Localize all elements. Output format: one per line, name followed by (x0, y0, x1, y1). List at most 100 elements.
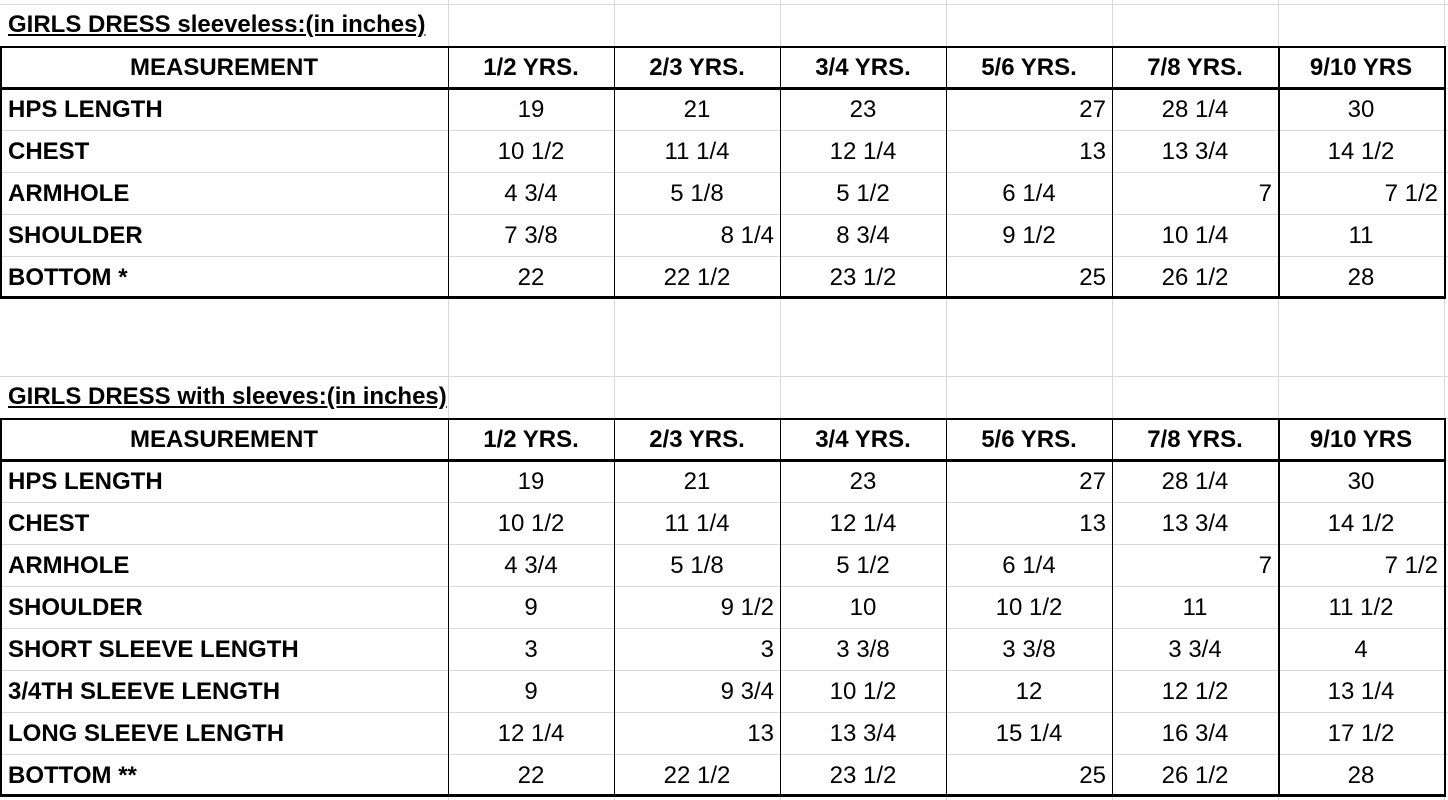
row-label: SHORT SLEEVE LENGTH (8, 636, 299, 663)
value-cell: 4 3/4 (504, 552, 558, 579)
value-cell: 7 (1258, 180, 1272, 207)
value-cell: 23 (849, 468, 877, 495)
gridline (1278, 0, 1279, 800)
value-cell: 16 3/4 (1161, 720, 1229, 747)
value-cell: 23 1/2 (829, 264, 897, 291)
table-border (0, 794, 1446, 797)
gridline (0, 754, 1448, 755)
table-title: GIRLS DRESS sleeveless:(in inches) (8, 11, 426, 38)
table-border (0, 418, 1446, 420)
value-cell: 7 1/2 (1384, 552, 1438, 579)
row-label: BOTTOM * (8, 264, 128, 291)
gridline (0, 670, 1448, 671)
row-label: 3/4TH SLEEVE LENGTH (8, 678, 281, 705)
value-cell: 13 (1079, 138, 1106, 165)
header-cell: 5/6 YRS. (981, 426, 1077, 453)
value-cell: 21 (683, 96, 711, 123)
gridline (0, 628, 1448, 629)
row-label: ARMHOLE (8, 552, 130, 579)
value-cell: 6 1/4 (1002, 180, 1056, 207)
value-cell: 26 1/2 (1161, 762, 1229, 789)
value-cell: 27 (1079, 96, 1106, 123)
value-cell: 9 1/2 (1002, 222, 1056, 249)
value-cell: 9 (524, 594, 538, 621)
value-cell: 5 1/8 (670, 552, 724, 579)
value-cell: 17 1/2 (1327, 720, 1395, 747)
table-border (1444, 46, 1446, 298)
header-cell: 2/3 YRS. (649, 426, 745, 453)
value-cell: 19 (517, 96, 545, 123)
gridline (0, 376, 1448, 377)
row-label: CHEST (8, 510, 90, 537)
value-cell: 13 3/4 (829, 720, 897, 747)
gridline (0, 256, 1448, 257)
header-cell: 1/2 YRS. (483, 426, 579, 453)
header-cell: 5/6 YRS. (981, 54, 1077, 81)
value-cell: 12 1/2 (1161, 678, 1229, 705)
header-cell: 2/3 YRS. (649, 54, 745, 81)
value-cell: 28 (1347, 762, 1375, 789)
gridline (0, 502, 1448, 503)
value-cell: 4 3/4 (504, 180, 558, 207)
value-cell: 23 1/2 (829, 762, 897, 789)
value-cell: 5 1/2 (836, 180, 890, 207)
row-label: SHOULDER (8, 222, 143, 249)
row-label: ARMHOLE (8, 180, 130, 207)
row-label: HPS LENGTH (8, 96, 163, 123)
table-border (780, 46, 781, 298)
header-cell: 7/8 YRS. (1147, 426, 1243, 453)
value-cell: 12 1/4 (829, 138, 897, 165)
table-border (1278, 418, 1280, 796)
value-cell: 3 3/8 (1002, 636, 1056, 663)
value-cell: 27 (1079, 468, 1106, 495)
header-cell: 9/10 YRS (1309, 426, 1413, 453)
value-cell: 25 (1079, 264, 1106, 291)
value-cell: 30 (1347, 96, 1375, 123)
table-border (614, 418, 615, 796)
value-cell: 28 1/4 (1161, 96, 1229, 123)
value-cell: 12 (1015, 678, 1043, 705)
table-border (1444, 418, 1446, 796)
value-cell: 13 3/4 (1161, 510, 1229, 537)
row-label: SHOULDER (8, 594, 143, 621)
value-cell: 14 1/2 (1327, 138, 1395, 165)
value-cell: 19 (517, 468, 545, 495)
gridline (448, 0, 449, 800)
value-cell: 11 (1182, 594, 1208, 621)
value-cell: 30 (1347, 468, 1375, 495)
gridline (0, 172, 1448, 173)
value-cell: 7 3/8 (504, 222, 558, 249)
value-cell: 22 (517, 762, 545, 789)
gridline (0, 544, 1448, 545)
header-cell: 3/4 YRS. (815, 54, 911, 81)
gridline (0, 712, 1448, 713)
row-label: BOTTOM ** (8, 762, 137, 789)
value-cell: 7 (1258, 552, 1272, 579)
value-cell: 11 1/4 (664, 138, 730, 165)
header-cell: MEASUREMENT (129, 426, 318, 453)
value-cell: 7 1/2 (1384, 180, 1438, 207)
value-cell: 23 (849, 96, 877, 123)
value-cell: 11 (1348, 222, 1374, 249)
table-border (448, 418, 449, 796)
value-cell: 14 1/2 (1327, 510, 1395, 537)
table-border (1278, 46, 1280, 298)
table-border (0, 46, 2, 298)
value-cell: 28 (1347, 264, 1375, 291)
value-cell: 3 3/8 (836, 636, 890, 663)
value-cell: 21 (683, 468, 711, 495)
gridline (0, 214, 1448, 215)
table-title: GIRLS DRESS with sleeves:(in inches) (8, 383, 447, 410)
table-border (614, 46, 615, 298)
value-cell: 8 1/4 (720, 222, 774, 249)
header-cell: 1/2 YRS. (483, 54, 579, 81)
gridline (1444, 0, 1445, 800)
value-cell: 26 1/2 (1161, 264, 1229, 291)
value-cell: 3 3/4 (1168, 636, 1222, 663)
gridline (614, 0, 615, 800)
header-cell: 3/4 YRS. (815, 426, 911, 453)
value-cell: 3 (760, 636, 774, 663)
value-cell: 12 1/4 (829, 510, 897, 537)
row-label: LONG SLEEVE LENGTH (8, 720, 285, 747)
value-cell: 22 1/2 (663, 762, 731, 789)
